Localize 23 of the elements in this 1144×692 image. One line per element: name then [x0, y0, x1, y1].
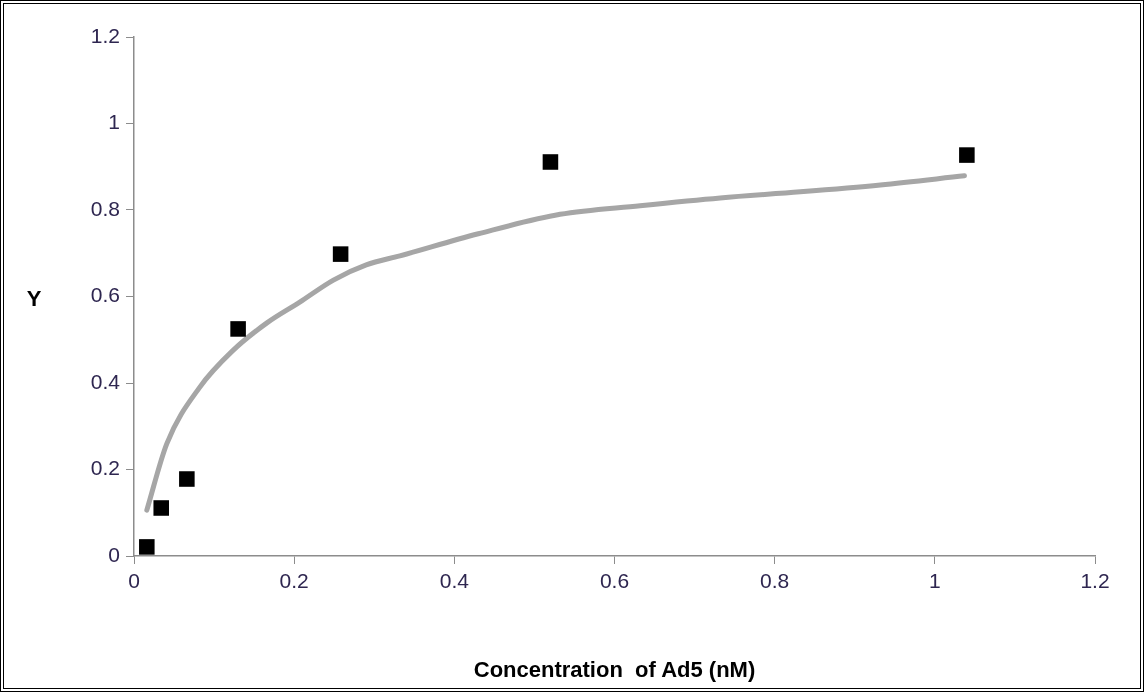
point: [139, 539, 155, 555]
x-tick-label: 0.4: [439, 569, 470, 593]
point: [332, 246, 349, 262]
x-axis-title: Concentration of Ad5 (nM): [473, 656, 756, 682]
x-tick-label: 0.2: [279, 569, 309, 593]
y-tick-label: 0.6: [90, 283, 120, 307]
y-tick-label: 0.4: [90, 369, 121, 393]
y-axis-title: Y: [26, 285, 42, 311]
x-tick-label: 0.6: [599, 569, 630, 593]
point: [230, 321, 246, 337]
point: [542, 154, 559, 170]
x-tick-label: 0: [128, 569, 140, 593]
x-tick-label: 1.2: [1080, 569, 1110, 593]
y-tick-label: 0.8: [90, 196, 120, 220]
y-tick-label: 1.2: [90, 23, 120, 47]
x-tick-label: 0.8: [760, 569, 790, 593]
point: [959, 147, 975, 163]
y-tick-label: 1: [108, 110, 120, 134]
point: [179, 471, 195, 487]
point: [153, 500, 170, 516]
y-tick-label: 0: [108, 542, 120, 566]
x-tick-label: 1: [928, 569, 941, 593]
y-tick-label: 0.2: [90, 456, 120, 480]
